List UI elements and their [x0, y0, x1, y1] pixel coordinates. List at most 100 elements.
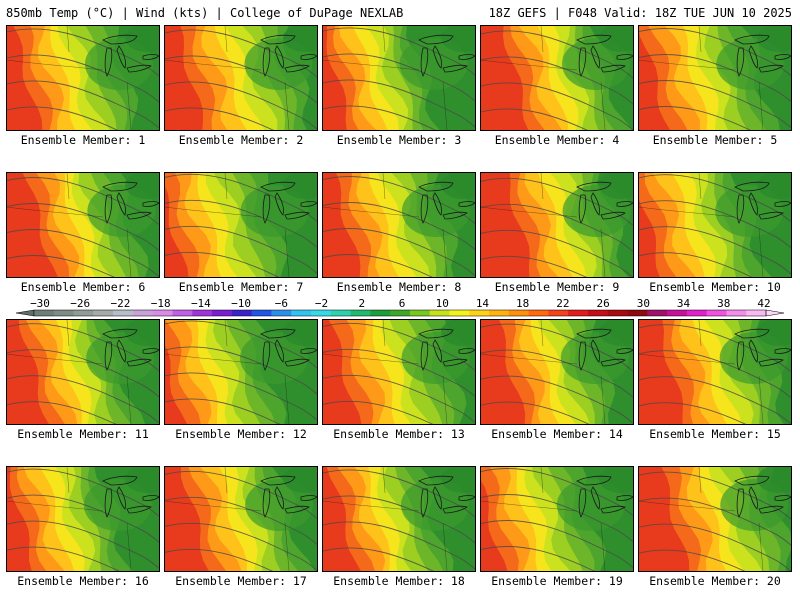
- colorbar-tick-label: −26: [70, 297, 90, 310]
- map-field: [323, 26, 475, 130]
- map-field: [7, 173, 159, 277]
- colorbar-segment: [192, 310, 213, 316]
- map-field: [481, 26, 633, 130]
- map-field: [7, 26, 159, 130]
- colorbar-tick-label: 42: [757, 297, 770, 310]
- colorbar-segment: [34, 310, 55, 316]
- map-field: [639, 26, 791, 130]
- colorbar-tick-label: 14: [476, 297, 490, 310]
- temperature-map: [164, 466, 318, 572]
- temperature-map: [164, 172, 318, 278]
- map-field: [7, 467, 159, 571]
- map-field: [165, 26, 317, 130]
- colorbar-segment: [93, 310, 114, 316]
- colorbar-segment: [390, 310, 411, 316]
- map-field: [481, 467, 633, 571]
- temperature-map: [6, 25, 160, 131]
- map-field: [165, 173, 317, 277]
- member-label: Ensemble Member: 2: [178, 133, 304, 147]
- temperature-colorbar: −30 −26 −22 −18 −14 −10 −6 −2 2 6 10 14 18 22 26 30 34 38…: [0, 296, 800, 320]
- colorbar-tick-label: −14: [191, 297, 211, 310]
- colorbar-segment: [568, 310, 589, 316]
- map-field: [639, 467, 791, 571]
- colorbar-segment: [508, 310, 529, 316]
- member-label: Ensemble Member: 12: [175, 427, 307, 441]
- colorbar-segment: [607, 310, 628, 316]
- colorbar-low-arrow: [15, 309, 35, 317]
- map-field: [639, 320, 791, 424]
- colorbar-svg: −30 −26 −22 −18 −14 −10 −6 −2 2 6 10 14 18 22 26 30 34 38…: [15, 297, 785, 317]
- member-label: Ensemble Member: 19: [491, 574, 623, 588]
- colorbar-tick-label: 26: [596, 297, 609, 310]
- colorbar-tick-label: 6: [399, 297, 406, 310]
- colorbar-segment: [53, 310, 74, 316]
- temperature-map: [480, 319, 634, 425]
- member-label: Ensemble Member: 10: [649, 280, 781, 294]
- colorbar-tick-label: −22: [111, 297, 131, 310]
- colorbar-segment: [310, 310, 332, 316]
- colorbar-segment: [726, 310, 747, 316]
- colorbar-segment: [409, 310, 431, 316]
- map-field: [165, 467, 317, 571]
- map-field: [323, 173, 475, 277]
- colorbar-tick-label: 22: [556, 297, 569, 310]
- temperature-map: [322, 466, 476, 572]
- temperature-map: [638, 319, 792, 425]
- temperature-map: [480, 172, 634, 278]
- member-label: Ensemble Member: 14: [491, 427, 623, 441]
- member-label: Ensemble Member: 1: [20, 133, 146, 147]
- map-field: [481, 320, 633, 424]
- colorbar-tick-label: 18: [516, 297, 529, 310]
- colorbar-segment: [647, 310, 668, 316]
- colorbar-segment: [667, 310, 688, 316]
- temperature-map: [322, 25, 476, 131]
- colorbar-segment: [528, 310, 549, 316]
- colorbar-segment: [548, 310, 569, 316]
- member-label: Ensemble Member: 8: [336, 280, 462, 294]
- temperature-map: [638, 466, 792, 572]
- colorbar-segment: [706, 310, 727, 316]
- member-label: Ensemble Member: 7: [178, 280, 304, 294]
- temperature-map: [164, 25, 318, 131]
- colorbar-segment: [370, 310, 391, 316]
- colorbar-tick-label: 34: [677, 297, 691, 310]
- temperature-map: [638, 172, 792, 278]
- member-label: Ensemble Member: 9: [494, 280, 620, 294]
- map-field: [323, 467, 475, 571]
- map-field: [639, 173, 791, 277]
- colorbar-tick-label: 30: [637, 297, 650, 310]
- map-field: [7, 320, 159, 424]
- member-label: Ensemble Member: 18: [333, 574, 465, 588]
- colorbar-segment: [489, 310, 510, 316]
- colorbar-segment: [330, 310, 351, 316]
- colorbar-tick-label: −2: [315, 297, 328, 310]
- colorbar-segment: [627, 310, 648, 316]
- temperature-map: [638, 25, 792, 131]
- colorbar-segment: [291, 310, 312, 316]
- colorbar-segment: [172, 310, 193, 316]
- colorbar-segment: [469, 310, 490, 316]
- colorbar-segment: [132, 310, 154, 316]
- member-label: Ensemble Member: 20: [649, 574, 781, 588]
- member-label: Ensemble Member: 13: [333, 427, 465, 441]
- member-label: Ensemble Member: 5: [652, 133, 778, 147]
- colorbar-tick-label: 38: [717, 297, 730, 310]
- colorbar-segment: [587, 310, 609, 316]
- temperature-map: [322, 172, 476, 278]
- colorbar-tick-label: −30: [30, 297, 50, 310]
- colorbar-tick-label: −6: [275, 297, 288, 310]
- colorbar-segment: [449, 310, 470, 316]
- temperature-map: [322, 319, 476, 425]
- member-label: Ensemble Member: 6: [20, 280, 146, 294]
- temperature-map: [6, 319, 160, 425]
- temperature-map: [6, 172, 160, 278]
- colorbar-segment: [152, 310, 173, 316]
- member-label: Ensemble Member: 11: [17, 427, 149, 441]
- colorbar-segment: [271, 310, 292, 316]
- colorbar-tick-label: −18: [151, 297, 171, 310]
- colorbar-segment: [73, 310, 94, 316]
- colorbar-segment: [350, 310, 371, 316]
- colorbar-frame: [33, 309, 767, 317]
- temperature-map: [6, 466, 160, 572]
